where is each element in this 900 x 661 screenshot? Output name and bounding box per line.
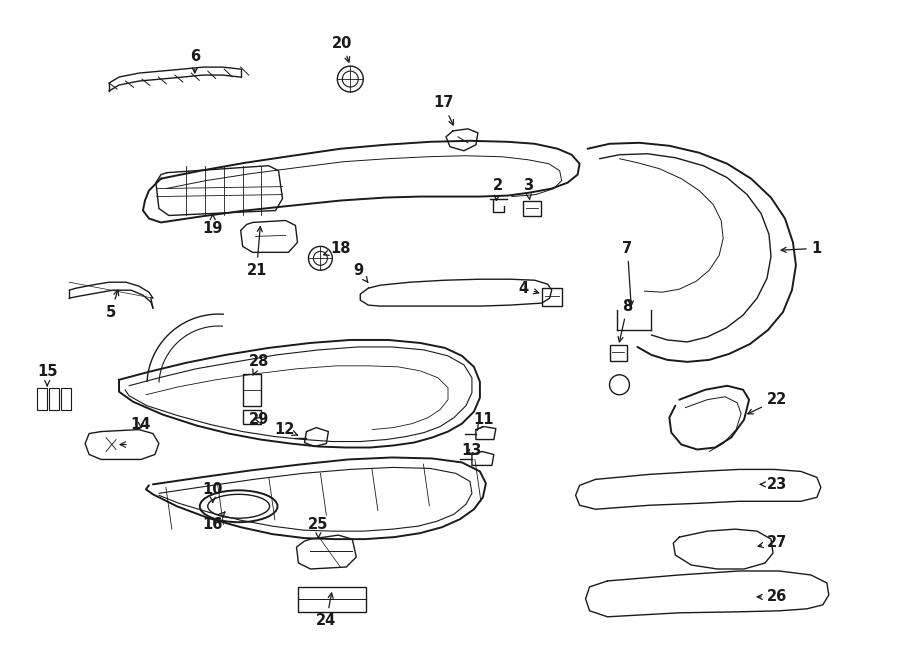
Text: 26: 26 bbox=[757, 590, 788, 604]
Text: 29: 29 bbox=[248, 412, 269, 427]
Bar bbox=[37, 388, 47, 410]
Text: 17: 17 bbox=[433, 95, 454, 125]
Text: 21: 21 bbox=[247, 227, 266, 278]
Text: 20: 20 bbox=[332, 36, 353, 62]
Bar bbox=[61, 388, 71, 410]
Text: 2: 2 bbox=[493, 178, 503, 200]
Text: 6: 6 bbox=[190, 49, 200, 73]
Bar bbox=[50, 388, 59, 410]
Text: 24: 24 bbox=[316, 593, 337, 628]
Text: 19: 19 bbox=[202, 215, 223, 236]
Bar bbox=[243, 374, 261, 406]
Text: 1: 1 bbox=[781, 241, 822, 256]
Text: 7: 7 bbox=[623, 241, 634, 306]
Bar bbox=[609, 345, 627, 361]
Text: 11: 11 bbox=[473, 412, 494, 430]
Text: 18: 18 bbox=[324, 241, 351, 256]
Bar bbox=[299, 587, 366, 612]
Text: 10: 10 bbox=[202, 482, 223, 502]
Text: 14: 14 bbox=[130, 417, 151, 432]
Text: 28: 28 bbox=[248, 354, 269, 375]
Text: 25: 25 bbox=[308, 517, 328, 538]
Text: 8: 8 bbox=[618, 299, 633, 342]
Bar bbox=[243, 410, 261, 424]
Text: 9: 9 bbox=[353, 263, 368, 282]
Text: 27: 27 bbox=[758, 535, 788, 549]
Text: 23: 23 bbox=[760, 477, 788, 492]
Bar bbox=[542, 288, 562, 306]
Bar bbox=[523, 200, 541, 217]
Text: 3: 3 bbox=[523, 178, 533, 200]
Text: 12: 12 bbox=[274, 422, 298, 437]
Text: 15: 15 bbox=[37, 364, 58, 385]
Text: 16: 16 bbox=[202, 512, 225, 531]
Text: 5: 5 bbox=[106, 290, 119, 319]
Text: 13: 13 bbox=[462, 443, 482, 458]
Text: 4: 4 bbox=[518, 281, 539, 295]
Text: 22: 22 bbox=[748, 392, 788, 414]
